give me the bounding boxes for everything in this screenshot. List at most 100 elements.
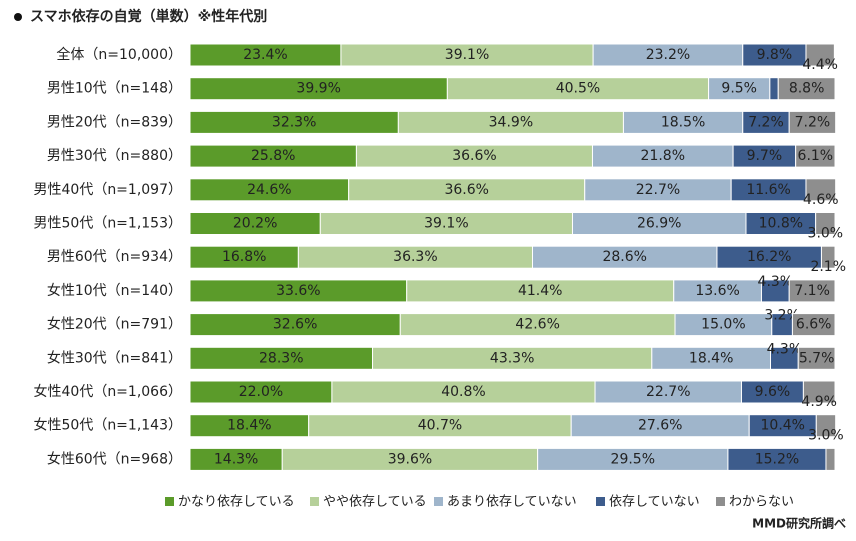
data-label: 4.3% [767,341,803,357]
data-label: 7.1% [794,283,830,299]
bar-segment [777,77,836,101]
data-label: 23.2% [646,47,690,63]
data-label: 3.2% [764,308,800,324]
data-label: 28.3% [259,350,303,366]
title-bullet [14,13,22,21]
bar-segment [788,110,837,134]
y-tick-label: 女性30代（n=841） [47,349,182,366]
data-label: 40.7% [418,418,462,434]
data-label: 24.6% [247,182,291,198]
y-tick-label: 男性30代（n=880） [47,148,182,164]
data-label: 33.6% [276,283,320,299]
y-tick-label: 男性60代（n=934） [47,249,182,265]
data-label: 40.5% [556,81,600,97]
bar-segment [797,346,836,370]
y-tick-label: 男性20代（n=839） [47,114,182,130]
data-label: 7.2% [748,114,784,130]
y-tick-label: 男性10代（n=148） [47,81,182,97]
bar-segment [820,245,836,269]
data-label: 22.7% [636,182,680,198]
y-tick-label: 女性40代（n=1,066） [34,383,183,400]
legend-swatch [165,497,174,506]
y-tick-label: 女性10代（n=140） [47,282,182,299]
data-label: 6.6% [796,317,832,333]
data-label: 3.0% [808,428,844,444]
data-label: 16.2% [747,249,791,265]
source: MMD研究所調べ [752,516,846,531]
data-label: 10.8% [759,216,803,232]
data-label: 21.8% [641,148,685,164]
data-label: 43.3% [490,350,534,366]
bar-segment [769,77,779,101]
data-label: 42.6% [515,317,559,333]
data-label: 27.6% [638,418,682,434]
data-label: 39.9% [296,81,340,97]
legend-label: かなり依存している [178,495,295,510]
bar-segment [791,313,836,337]
data-label: 4.6% [803,192,839,208]
y-tick-label: 男性50代（n=1,153） [34,216,183,232]
bar-segment [788,279,836,303]
data-label: 5.7% [799,350,835,366]
data-label: 15.2% [755,451,799,467]
data-label: 7.2% [795,114,831,130]
data-label: 15.0% [701,317,745,333]
legend-label: やや依存している [323,495,427,510]
data-label: 25.8% [251,148,295,164]
y-tick-label: 男性40代（n=1,097） [34,182,183,198]
data-label: 23.4% [243,47,287,63]
data-label: 13.6% [695,283,739,299]
data-label: 32.3% [272,114,316,130]
data-label: 4.3% [758,274,794,290]
data-label: 9.7% [747,148,783,164]
data-label: 36.6% [452,148,496,164]
bar-segment [825,447,836,471]
data-label: 18.4% [689,350,733,366]
bar-segment [795,144,836,168]
data-label: 18.5% [661,114,705,130]
data-label: 22.0% [239,384,283,400]
data-label: 40.8% [441,384,485,400]
data-label: 16.8% [222,249,266,265]
legend-label: 依存していない [609,495,700,510]
legend-label: あまり依存していない [447,495,577,510]
legend-swatch [596,497,605,506]
data-label: 8.8% [789,81,825,97]
legend-label: わからない [729,495,794,510]
data-label: 34.9% [489,114,533,130]
data-label: 9.8% [757,47,793,63]
data-label: 41.4% [518,283,562,299]
data-label: 2.1% [810,259,846,275]
data-label: 32.6% [273,317,317,333]
bar-segment [815,212,836,235]
y-tick-label: 全体（n=10,000） [56,46,182,63]
chart-title: スマホ依存の自覚（単数）※性年代別 [30,8,267,25]
y-tick-label: 女性60代（n=968） [47,450,182,467]
y-tick-label: 女性20代（n=791） [47,316,182,333]
data-label: 20.2% [233,216,277,232]
legend-swatch [310,497,319,506]
data-label: 9.5% [721,81,757,97]
data-label: 10.4% [761,418,805,434]
data-label: 26.9% [637,216,681,232]
data-label: 39.1% [445,47,489,63]
bar-segment [815,414,837,438]
data-label: 4.9% [801,394,837,410]
data-label: 4.4% [802,57,838,73]
data-label: 36.6% [444,182,488,198]
data-label: 18.4% [227,418,271,434]
data-label: 11.6% [746,182,790,198]
data-label: 28.6% [602,249,646,265]
data-label: 29.5% [611,451,655,467]
legend-swatch [716,497,725,506]
bar-segment [802,380,836,404]
legend-swatch [434,497,443,506]
data-label: 39.6% [388,451,432,467]
y-tick-label: 女性50代（n=1,143） [34,417,183,434]
data-label: 6.1% [798,148,834,164]
data-label: 36.3% [393,249,437,265]
bar-segment [805,178,837,202]
data-label: 3.0% [808,226,844,242]
data-label: 39.1% [424,216,468,232]
